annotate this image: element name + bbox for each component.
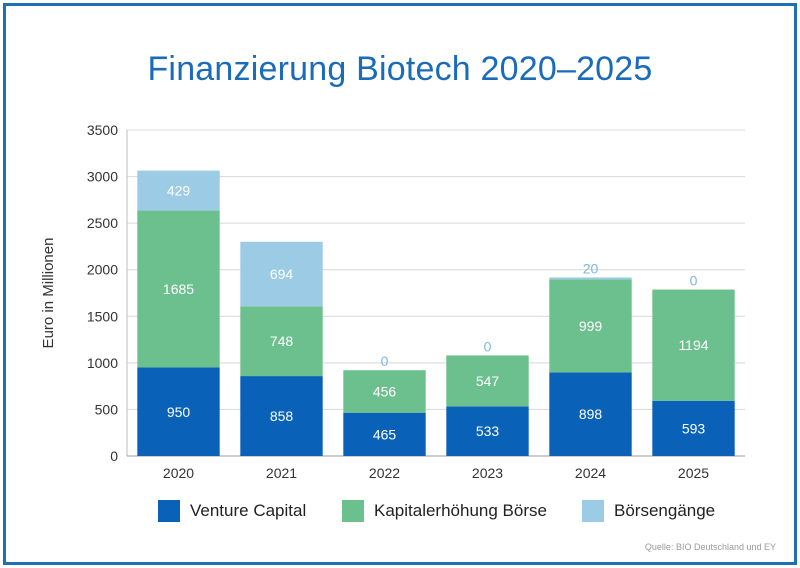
- x-tick-label: 2021: [266, 465, 297, 481]
- bar-segment: [549, 372, 632, 456]
- bar-value-label: 0: [381, 353, 389, 369]
- y-tick-label: 500: [95, 401, 119, 417]
- bar-value-label: 898: [579, 406, 603, 422]
- bar-value-label: 950: [167, 404, 191, 420]
- legend-label-boersengaenge: Börsengänge: [614, 501, 716, 520]
- bar-value-label: 465: [373, 426, 397, 442]
- bar-segment: [652, 289, 735, 401]
- bar-segment: [137, 210, 220, 368]
- legend-swatch-kapitalerhoehung: [342, 500, 364, 522]
- y-tick-label: 2000: [87, 262, 118, 278]
- x-tick-label: 2020: [163, 465, 194, 481]
- x-tick-label: 2022: [369, 465, 400, 481]
- legend-swatch-boersengaenge: [582, 500, 604, 522]
- bar-segment: [446, 355, 529, 407]
- bar-segment: [343, 370, 426, 413]
- bar-segment: [446, 406, 529, 456]
- y-axis-label: Euro in Millionen: [40, 238, 57, 349]
- x-tick-label: 2023: [472, 465, 503, 481]
- chart-legend: Venture Capital Kapitalerhöhung Börse Bö…: [0, 498, 800, 528]
- bar-segment: [240, 306, 323, 377]
- bar-value-label: 547: [476, 373, 500, 389]
- legend-label-kapitalerhoehung: Kapitalerhöhung Börse: [374, 501, 547, 520]
- bar-value-label: 429: [167, 183, 191, 199]
- bar-value-label: 1194: [678, 337, 708, 353]
- source-note: Quelle: BIO Deutschland und EY: [644, 542, 776, 552]
- bar-value-label: 999: [579, 318, 603, 334]
- bar-value-label: 858: [270, 408, 294, 424]
- bar-value-label: 20: [583, 260, 599, 276]
- chart-frame: [3, 3, 797, 565]
- bar-value-label: 0: [484, 338, 492, 354]
- bar-value-label: 748: [270, 333, 294, 349]
- bar-value-label: 1685: [163, 281, 194, 297]
- chart-title: Finanzierung Biotech 2020–2025: [147, 50, 653, 88]
- bar-value-label: 694: [270, 266, 294, 282]
- y-tick-label: 3500: [87, 122, 118, 138]
- bar-segment: [240, 376, 323, 456]
- x-tick-label: 2024: [575, 465, 606, 481]
- y-tick-label: 1500: [87, 308, 118, 324]
- y-tick-label: 2500: [87, 215, 118, 231]
- bar-value-label: 0: [690, 273, 698, 289]
- y-tick-label: 0: [110, 448, 118, 464]
- y-tick-label: 3000: [87, 169, 118, 185]
- bar-value-label: 456: [373, 383, 397, 399]
- bar-segment: [549, 279, 632, 373]
- legend-swatch-venture-capital: [158, 500, 180, 522]
- bar-segment: [137, 367, 220, 456]
- bar-value-label: 533: [476, 423, 500, 439]
- bar-segment: [343, 412, 426, 456]
- bar-segment: [137, 170, 220, 211]
- bar-segment: [652, 400, 735, 456]
- bar-segment: [549, 277, 632, 280]
- bar-value-label: 593: [682, 420, 706, 436]
- legend-label-venture-capital: Venture Capital: [190, 501, 307, 520]
- x-tick-label: 2025: [678, 465, 709, 481]
- y-tick-label: 1000: [87, 355, 118, 371]
- bar-segment: [240, 241, 323, 307]
